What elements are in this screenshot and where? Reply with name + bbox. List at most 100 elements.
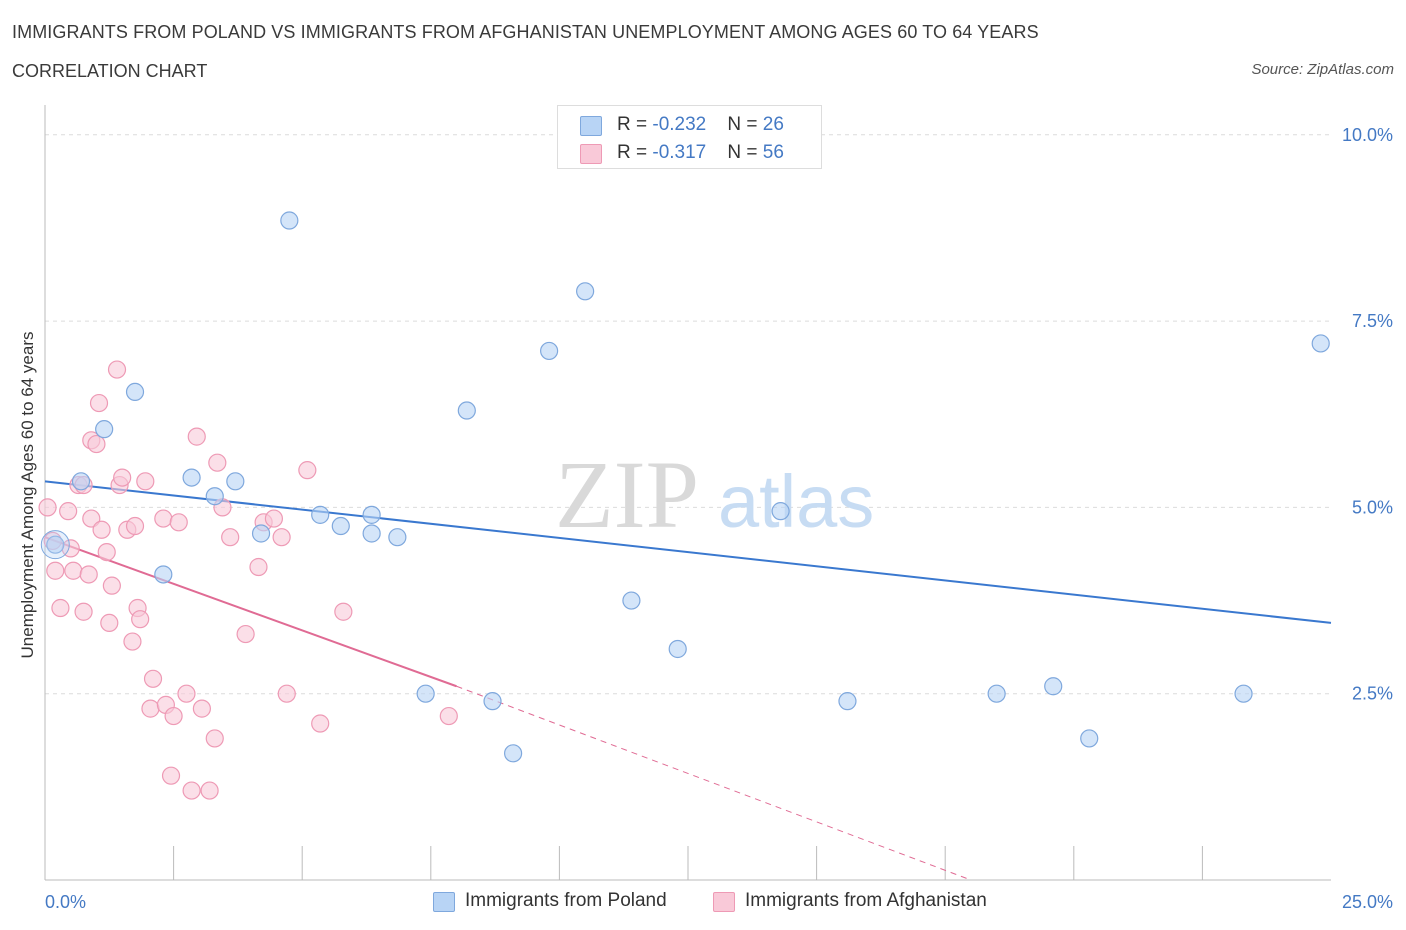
- afghanistan-point: [87, 434, 106, 454]
- poland-r-label: R =: [617, 114, 653, 135]
- poland-point: [504, 744, 523, 763]
- poland-point: [668, 639, 687, 659]
- afghanistan-point: [51, 598, 70, 618]
- poland-point: [226, 472, 245, 491]
- series-legend-poland-label: Immigrants from Poland: [465, 890, 667, 911]
- afghanistan-point: [187, 427, 206, 446]
- poland-point: [95, 420, 114, 439]
- poland-point: [987, 684, 1006, 703]
- poland-point: [1234, 684, 1253, 703]
- afghanistan-point: [136, 472, 155, 491]
- watermark: ZIP atlas: [555, 441, 874, 548]
- data-points: [38, 211, 1330, 800]
- poland-point: [362, 524, 381, 543]
- afghanistan-trendline-extension: [456, 685, 972, 881]
- poland-point: [1311, 334, 1330, 353]
- afghanistan-point: [107, 360, 127, 379]
- afghanistan-trendline: [44, 536, 457, 688]
- chart-title: IMMIGRANTS FROM POLAND VS IMMIGRANTS FRO…: [12, 22, 1039, 42]
- y-tick-label: 5.0%: [1352, 497, 1393, 517]
- afghanistan-point: [298, 461, 317, 480]
- poland-point: [1080, 729, 1099, 748]
- x-tick-label: 0.0%: [45, 892, 86, 912]
- trendlines: [44, 480, 1332, 881]
- afghanistan-point: [97, 543, 116, 562]
- series-legend-poland-swatch: [433, 892, 455, 912]
- afghanistan-point: [79, 565, 98, 584]
- poland-point: [771, 502, 790, 521]
- poland-point: [576, 282, 595, 301]
- afghanistan-point: [46, 561, 65, 580]
- poland-point: [251, 524, 271, 543]
- afghanistan-point: [113, 468, 132, 487]
- poland-point: [362, 505, 381, 524]
- poland-point: [622, 591, 641, 610]
- poland-point: [388, 528, 407, 547]
- tick-labels: 2.5% 5.0% 7.5% 10.0% 0.0% 25.0%: [45, 125, 1393, 912]
- afghanistan-point: [89, 393, 109, 413]
- y-tick-label: 10.0%: [1342, 125, 1393, 145]
- poland-point: [1044, 677, 1063, 696]
- poland-point: [125, 382, 145, 401]
- afghanistan-r-label: R =: [617, 142, 653, 163]
- poland-point: [416, 684, 435, 703]
- afghanistan-point: [154, 509, 173, 528]
- series-legend-afghanistan-swatch: [713, 892, 735, 912]
- afghanistan-point: [236, 624, 255, 644]
- afghanistan-n-label: N =: [727, 142, 763, 163]
- poland-swatch: [580, 116, 602, 136]
- poland-n-value: 26: [762, 114, 784, 135]
- afghanistan-point: [82, 509, 101, 528]
- poland-point: [838, 692, 857, 711]
- afghanistan-point: [249, 557, 268, 577]
- afghanistan-point: [208, 453, 227, 472]
- afghanistan-point: [182, 781, 201, 800]
- poland-point: [311, 505, 330, 524]
- afghanistan-point: [192, 699, 211, 718]
- afghanistan-point: [272, 528, 291, 547]
- afghanistan-point: [439, 706, 458, 726]
- afghanistan-point: [131, 610, 150, 629]
- afghanistan-point: [177, 684, 196, 703]
- axis-layer: [44, 105, 1331, 881]
- afghanistan-point: [161, 766, 181, 785]
- poland-point: [457, 401, 476, 420]
- y-tick-label: 2.5%: [1352, 684, 1393, 704]
- poland-point: [154, 565, 173, 584]
- poland-r-value: -0.232: [652, 114, 707, 135]
- source-credit: Source: ZipAtlas.com: [1251, 61, 1394, 78]
- afghanistan-point: [200, 781, 219, 800]
- chart-subtitle: CORRELATION CHART: [12, 61, 208, 81]
- afghanistan-swatch: [580, 144, 602, 164]
- afghanistan-point: [38, 498, 57, 517]
- watermark-zip: ZIP: [555, 441, 699, 548]
- grid-layer: [45, 134, 1331, 695]
- afghanistan-point: [311, 714, 330, 733]
- series-legend-afghanistan-label: Immigrants from Afghanistan: [745, 890, 987, 911]
- afghanistan-point: [164, 706, 183, 726]
- afghanistan-point: [92, 520, 111, 539]
- poland-point: [71, 472, 91, 491]
- afghanistan-point: [123, 632, 142, 651]
- afghanistan-point: [102, 576, 121, 595]
- afghanistan-point: [169, 513, 188, 532]
- poland-point: [331, 516, 350, 536]
- poland-point: [483, 692, 502, 711]
- afghanistan-point: [74, 602, 93, 621]
- afghanistan-point: [59, 502, 78, 521]
- afghanistan-r-value: -0.317: [652, 142, 707, 163]
- watermark-atlas: atlas: [718, 460, 874, 543]
- y-tick-label: 7.5%: [1352, 311, 1393, 331]
- correlation-legend: R = -0.232 N = 26 R = -0.317 N = 56: [557, 105, 822, 169]
- afghanistan-point: [64, 561, 83, 580]
- poland-point: [40, 530, 70, 560]
- afghanistan-point: [334, 602, 353, 621]
- afghanistan-point: [141, 699, 160, 718]
- afghanistan-point: [100, 613, 119, 633]
- poland-point: [46, 535, 65, 554]
- poland-point: [540, 341, 559, 361]
- poland-n-label: N =: [727, 114, 763, 135]
- afghanistan-point: [277, 684, 296, 703]
- poland-point: [280, 211, 299, 230]
